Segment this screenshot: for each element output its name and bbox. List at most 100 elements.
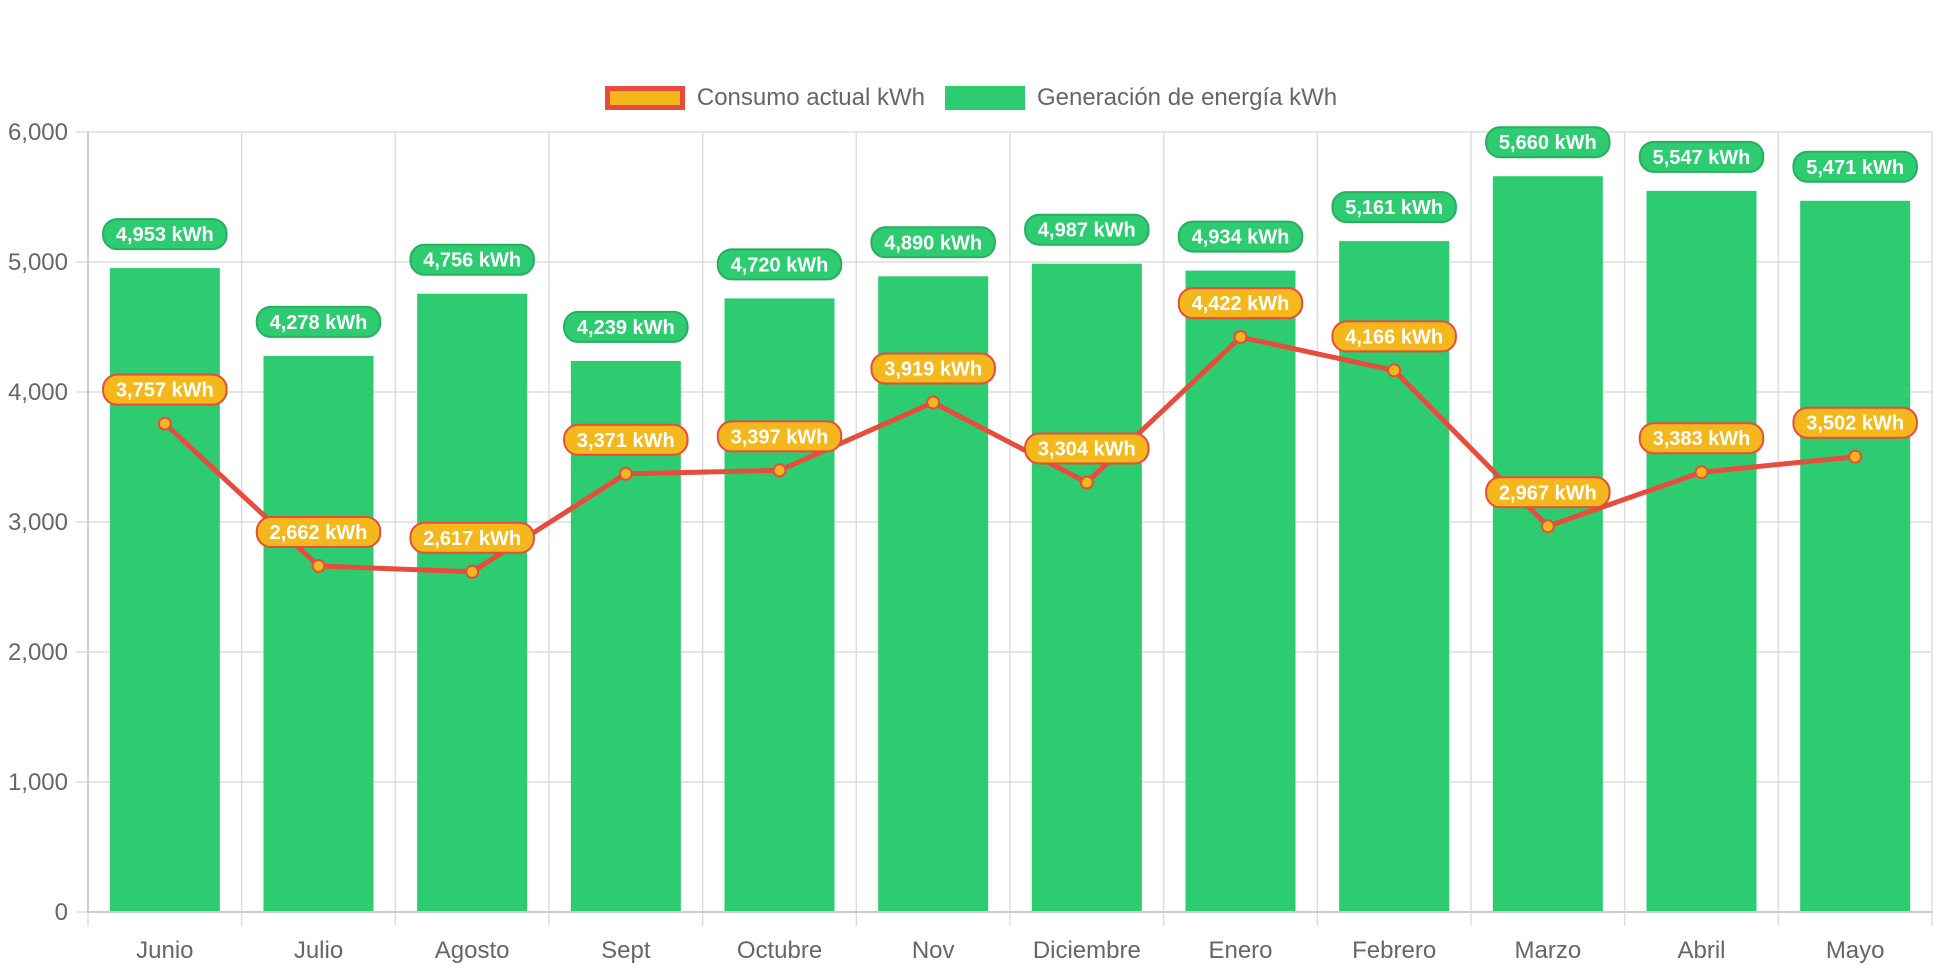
- y-tick-label: 2,000: [8, 639, 68, 666]
- bar-data-label-bg: [1177, 220, 1304, 253]
- line-data-label: 3,502 kWh: [1792, 406, 1918, 439]
- line-data-label-text: 3,304 kWh: [1038, 438, 1136, 460]
- line-data-label-text: 4,166 kWh: [1345, 326, 1443, 348]
- bar-generacion[interactable]: [1185, 270, 1296, 913]
- line-data-label-bg: [255, 515, 382, 548]
- point-consumo[interactable]: [1694, 465, 1709, 480]
- bar-data-label-text: 4,890 kWh: [884, 232, 982, 254]
- bar-generacion[interactable]: [1800, 200, 1911, 912]
- bar-data-label-text: 4,756 kWh: [423, 250, 521, 272]
- bar-data-label-text: 5,471 kWh: [1806, 157, 1904, 179]
- line-data-label: 3,371 kWh: [563, 423, 689, 456]
- y-tick-label: 1,000: [8, 769, 68, 796]
- bar-generacion[interactable]: [109, 268, 220, 912]
- legend-label-generacion: Generación de energía kWh: [1036, 84, 1338, 111]
- line-data-label-bg: [563, 423, 689, 456]
- line-data-label-bg: [1177, 287, 1304, 320]
- bar-data-label-text: 4,953 kWh: [116, 224, 214, 246]
- legend-item-generacion[interactable]: Generación de energía kWh: [944, 84, 1338, 112]
- line-data-label-text: 2,662 kWh: [270, 522, 368, 544]
- bar-data-label-bg: [1485, 126, 1611, 159]
- bar-data-label: 4,239 kWh: [563, 310, 689, 343]
- bar-data-label-bg: [409, 243, 535, 276]
- bar-data-label-text: 5,547 kWh: [1653, 147, 1751, 169]
- bar-data-label: 5,660 kWh: [1485, 126, 1611, 159]
- line-data-label: 4,166 kWh: [1331, 320, 1457, 353]
- bar-data-label-bg: [1024, 213, 1150, 246]
- point-consumo[interactable]: [926, 395, 941, 410]
- line-data-label-text: 3,397 kWh: [731, 426, 829, 448]
- legend-swatch-generacion: [944, 86, 1025, 110]
- bar-data-label: 4,987 kWh: [1024, 213, 1150, 246]
- line-data-label-text: 3,371 kWh: [577, 430, 675, 452]
- bar-data-label-bg: [716, 248, 843, 281]
- bar-data-label-bg: [1638, 140, 1765, 173]
- y-tick-label: 6,000: [8, 119, 68, 146]
- line-data-label-text: 3,383 kWh: [1653, 428, 1751, 450]
- bar-generacion[interactable]: [1646, 190, 1757, 912]
- line-data-label: 3,304 kWh: [1024, 432, 1150, 465]
- point-consumo[interactable]: [311, 558, 326, 573]
- line-data-label-bg: [1638, 422, 1765, 455]
- bar-data-label: 5,161 kWh: [1331, 191, 1457, 224]
- bar-data-label-bg: [1331, 191, 1457, 224]
- x-tick-label: Octubre: [737, 937, 822, 964]
- line-data-label: 3,383 kWh: [1638, 422, 1765, 455]
- line-data-label-bg: [1485, 476, 1611, 509]
- bar-generacion[interactable]: [1492, 176, 1603, 912]
- bar-data-label: 4,953 kWh: [102, 218, 228, 251]
- point-consumo[interactable]: [1233, 330, 1248, 345]
- legend-item-consumo[interactable]: Consumo actual kWh: [604, 84, 925, 112]
- bar-generacion[interactable]: [724, 298, 835, 912]
- point-consumo[interactable]: [1387, 363, 1402, 378]
- bar-generacion[interactable]: [263, 355, 374, 912]
- bar-data-label-text: 5,161 kWh: [1345, 197, 1443, 219]
- line-data-label-bg: [870, 352, 996, 385]
- line-data-label: 3,919 kWh: [870, 352, 996, 385]
- bar-data-label: 4,278 kWh: [255, 305, 382, 338]
- line-data-label: 4,422 kWh: [1177, 287, 1304, 320]
- bar-data-label-bg: [870, 226, 996, 259]
- x-tick-label: Mayo: [1826, 937, 1885, 964]
- line-data-label-bg: [716, 420, 843, 453]
- line-data-label: 2,617 kWh: [409, 521, 535, 554]
- line-data-label-bg: [102, 373, 228, 406]
- bar-data-label-text: 4,987 kWh: [1038, 220, 1136, 242]
- bar-data-label: 4,720 kWh: [716, 248, 843, 281]
- line-data-label: 3,397 kWh: [716, 420, 843, 453]
- bar-data-label: 4,756 kWh: [409, 243, 535, 276]
- y-tick-label: 3,000: [8, 509, 68, 536]
- x-tick-label: Junio: [136, 937, 193, 964]
- line-data-label-bg: [1024, 432, 1150, 465]
- point-consumo[interactable]: [618, 466, 633, 481]
- bar-generacion[interactable]: [1031, 263, 1142, 912]
- x-tick-label: Agosto: [435, 937, 510, 964]
- legend-swatch-consumo: [604, 86, 685, 110]
- y-tick-label: 0: [55, 899, 68, 926]
- bar-generacion[interactable]: [417, 293, 528, 913]
- line-data-label: 2,967 kWh: [1485, 476, 1611, 509]
- bar-data-label-bg: [563, 310, 689, 343]
- point-consumo[interactable]: [1540, 519, 1555, 534]
- line-data-label-text: 3,502 kWh: [1806, 413, 1904, 435]
- bar-data-label-bg: [102, 218, 228, 251]
- point-consumo[interactable]: [465, 564, 480, 579]
- x-tick-label: Julio: [294, 937, 343, 964]
- x-tick-label: Marzo: [1514, 937, 1581, 964]
- point-consumo[interactable]: [1848, 449, 1863, 464]
- line-data-label-text: 2,967 kWh: [1499, 482, 1597, 504]
- x-tick-label: Diciembre: [1033, 937, 1141, 964]
- line-data-label-text: 3,919 kWh: [884, 359, 982, 381]
- point-consumo[interactable]: [772, 463, 787, 478]
- line-data-label-bg: [409, 521, 535, 554]
- point-consumo[interactable]: [1079, 475, 1094, 490]
- bar-generacion[interactable]: [1339, 241, 1450, 912]
- y-tick-label: 4,000: [8, 379, 68, 406]
- legend-label-consumo: Consumo actual kWh: [696, 84, 925, 111]
- line-data-label: 2,662 kWh: [255, 515, 382, 548]
- bar-data-label-bg: [255, 305, 382, 338]
- point-consumo[interactable]: [157, 416, 172, 431]
- y-tick-label: 5,000: [8, 249, 68, 276]
